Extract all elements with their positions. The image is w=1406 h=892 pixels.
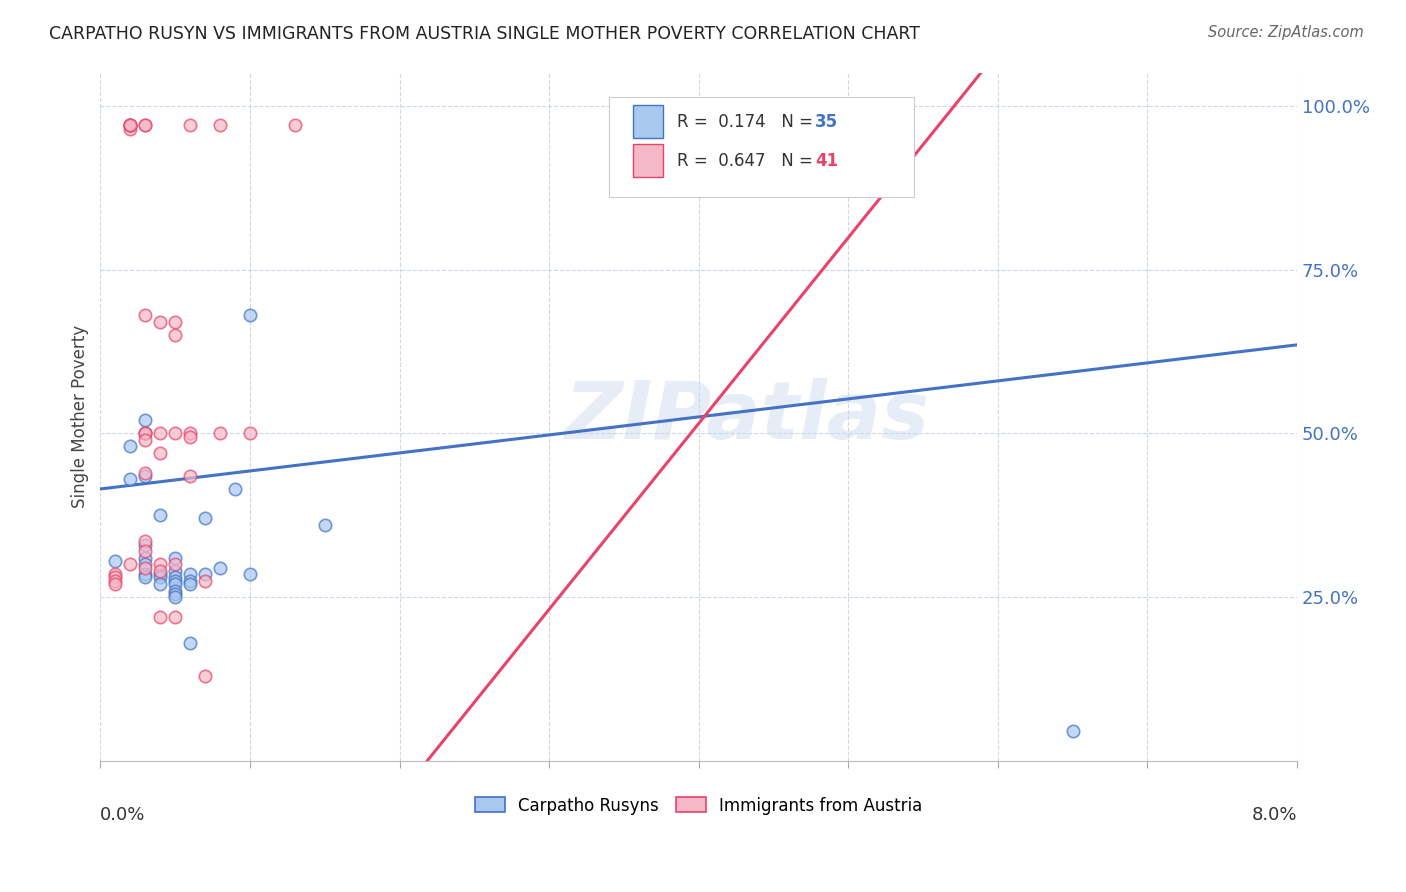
Text: 0.0%: 0.0% xyxy=(100,805,146,823)
Point xyxy=(165,426,187,441)
Point xyxy=(134,119,156,133)
Point xyxy=(149,609,172,624)
Point xyxy=(314,518,336,533)
Point xyxy=(179,119,201,133)
Text: ZIPatlas: ZIPatlas xyxy=(564,378,929,456)
Text: 35: 35 xyxy=(815,112,838,131)
Point xyxy=(165,590,187,604)
Point xyxy=(120,472,142,486)
Point xyxy=(134,538,156,552)
FancyBboxPatch shape xyxy=(609,97,914,197)
Point xyxy=(239,567,262,582)
Point xyxy=(149,315,172,329)
Point xyxy=(134,468,156,483)
Point xyxy=(120,119,142,133)
Point xyxy=(134,309,156,323)
Point xyxy=(134,567,156,582)
Point xyxy=(194,574,217,588)
Point xyxy=(239,309,262,323)
Point xyxy=(134,534,156,549)
Text: CARPATHO RUSYN VS IMMIGRANTS FROM AUSTRIA SINGLE MOTHER POVERTY CORRELATION CHAR: CARPATHO RUSYN VS IMMIGRANTS FROM AUSTRI… xyxy=(49,25,920,43)
Point xyxy=(165,550,187,565)
Point xyxy=(208,426,231,441)
Point xyxy=(179,426,201,441)
Point xyxy=(134,426,156,441)
Point xyxy=(120,119,142,133)
Point xyxy=(134,433,156,447)
Point xyxy=(149,558,172,572)
Point xyxy=(208,119,231,133)
FancyBboxPatch shape xyxy=(633,105,662,138)
Point xyxy=(194,668,217,682)
Point xyxy=(149,446,172,460)
Point xyxy=(120,121,142,136)
Point xyxy=(165,315,187,329)
Text: 41: 41 xyxy=(815,152,838,169)
Point xyxy=(134,413,156,427)
Point xyxy=(284,119,307,133)
Point xyxy=(149,570,172,584)
Point xyxy=(224,482,246,496)
Point xyxy=(134,560,156,574)
Point xyxy=(134,466,156,480)
Point xyxy=(165,564,187,578)
Point xyxy=(179,574,201,588)
FancyBboxPatch shape xyxy=(633,144,662,177)
Point xyxy=(104,554,127,568)
Point xyxy=(134,550,156,565)
Point xyxy=(149,564,172,578)
Point xyxy=(165,583,187,598)
Point xyxy=(179,636,201,650)
Point xyxy=(179,468,201,483)
Point xyxy=(104,570,127,584)
Point xyxy=(149,508,172,523)
Point xyxy=(194,511,217,525)
Point xyxy=(165,570,187,584)
Point xyxy=(104,574,127,588)
Point xyxy=(104,567,127,582)
Point xyxy=(134,426,156,441)
Point xyxy=(134,558,156,572)
Point xyxy=(239,426,262,441)
Point xyxy=(120,439,142,453)
Point xyxy=(165,328,187,343)
Point xyxy=(208,560,231,574)
Point xyxy=(194,567,217,582)
Point xyxy=(165,577,187,591)
Point xyxy=(179,577,201,591)
Text: R =  0.174   N =: R = 0.174 N = xyxy=(678,112,818,131)
Point xyxy=(134,119,156,133)
Point xyxy=(165,558,187,572)
Point xyxy=(134,570,156,584)
Point xyxy=(120,119,142,133)
Point xyxy=(120,119,142,133)
Point xyxy=(179,567,201,582)
Point xyxy=(134,544,156,558)
Point xyxy=(149,577,172,591)
Point xyxy=(165,587,187,601)
Point xyxy=(165,574,187,588)
Text: 8.0%: 8.0% xyxy=(1251,805,1298,823)
Legend: Carpatho Rusyns, Immigrants from Austria: Carpatho Rusyns, Immigrants from Austria xyxy=(468,790,929,822)
Point xyxy=(165,609,187,624)
Point xyxy=(104,577,127,591)
Text: Source: ZipAtlas.com: Source: ZipAtlas.com xyxy=(1208,25,1364,40)
Point xyxy=(179,429,201,443)
Point xyxy=(134,426,156,441)
Text: R =  0.647   N =: R = 0.647 N = xyxy=(678,152,818,169)
Point xyxy=(149,567,172,582)
Point xyxy=(149,426,172,441)
Y-axis label: Single Mother Poverty: Single Mother Poverty xyxy=(72,326,89,508)
Point xyxy=(1062,724,1084,739)
Point xyxy=(120,558,142,572)
